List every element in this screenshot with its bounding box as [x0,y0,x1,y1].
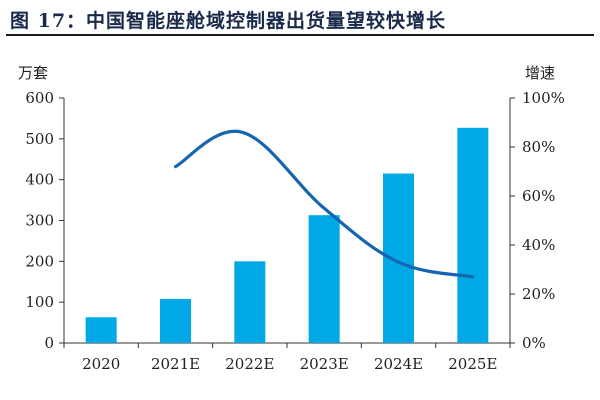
y-left-tick-label: 200 [25,252,54,270]
growth-line-layer [173,129,475,279]
y-left-tick-label: 100 [25,293,54,311]
bar [234,261,266,343]
x-tick-label: 2020 [82,355,120,373]
y-right-tick-label: 20% [522,285,555,303]
y-axis-left-label: 万套 [18,64,48,82]
x-tick-label: 2022E [225,355,274,373]
bar [160,298,191,343]
y-left-tick-label: 500 [25,130,54,148]
growth-line [173,129,475,279]
bar [85,317,117,343]
y-axis-right-label: 增速 [525,64,555,82]
y-right-tick-label: 60% [522,187,555,205]
chart-title: 图 17：中国智能座舱域控制器出货量望较快增长 [10,9,447,32]
y-left-tick-label: 300 [25,212,54,230]
x-tick-label: 2025E [448,355,497,373]
y-right-tick-label: 40% [522,236,555,254]
y-left-tick-label: 0 [44,334,54,352]
bars [85,127,489,343]
axes [59,97,515,348]
x-tick-label: 2021E [151,355,200,373]
bar [308,215,340,343]
x-tick-label: 2023E [300,355,349,373]
title-bar: 图 17：中国智能座舱域控制器出货量望较快增长 [6,4,594,36]
y-right-tick-label: 80% [522,138,555,156]
y-left-tick-label: 600 [25,89,54,107]
x-tick-label: 2024E [374,355,423,373]
y-right-tick-label: 100% [522,89,565,107]
y-left-tick-label: 400 [25,171,54,189]
y-right-tick-label: 0% [522,334,546,352]
ticks: 0 100 200 300 400 500 600 0% 20% 40% 60% 80% 100% 202… [25,89,565,373]
bar [457,127,489,343]
